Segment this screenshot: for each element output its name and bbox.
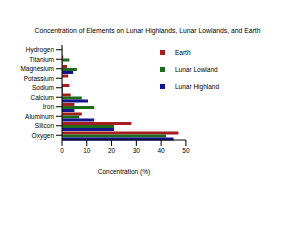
svg-text:Hydrogen: Hydrogen xyxy=(26,46,55,54)
svg-text:Calcium: Calcium xyxy=(31,94,54,101)
svg-text:Titanium: Titanium xyxy=(29,56,54,63)
svg-text:Potassium: Potassium xyxy=(24,75,54,82)
svg-text:10: 10 xyxy=(83,147,91,154)
svg-text:Silicon: Silicon xyxy=(35,122,55,129)
svg-text:Oxygen: Oxygen xyxy=(32,132,55,140)
svg-text:30: 30 xyxy=(133,147,141,154)
svg-text:0: 0 xyxy=(60,147,64,154)
svg-text:40: 40 xyxy=(158,147,166,154)
svg-text:Aluminum: Aluminum xyxy=(25,113,54,120)
html-text:Earth: Earth xyxy=(175,49,191,56)
svg-text:20: 20 xyxy=(108,147,116,154)
svg-text:Concentration (%): Concentration (%) xyxy=(98,168,150,176)
svg-text:Iron: Iron xyxy=(43,103,55,110)
svg-text:Magnesium: Magnesium xyxy=(20,65,54,73)
html-text:Lunar Lowland: Lunar Lowland xyxy=(175,66,218,73)
svg-text:50: 50 xyxy=(182,147,190,154)
svg-text:Sodium: Sodium xyxy=(32,84,54,91)
html-text:Lunar Highland: Lunar Highland xyxy=(175,83,220,90)
html-text:Concentration of Elements on L: Concentration of Elements on Lunar Highl… xyxy=(34,27,261,34)
